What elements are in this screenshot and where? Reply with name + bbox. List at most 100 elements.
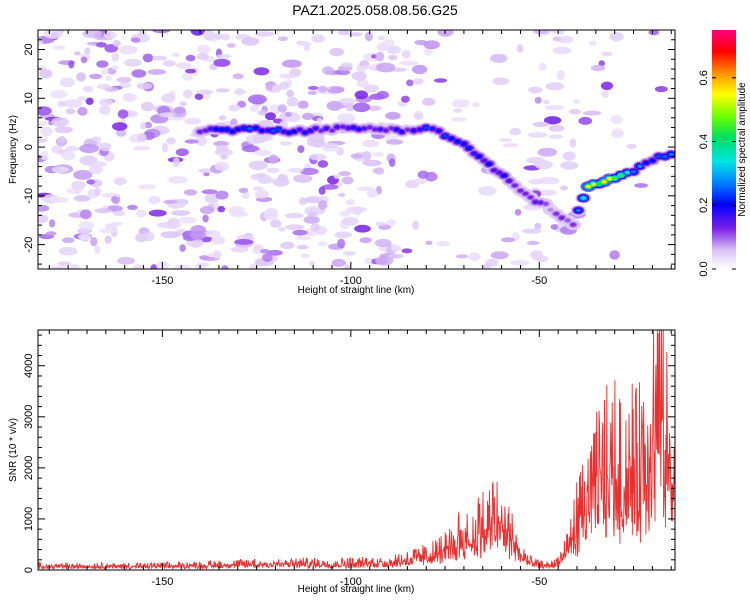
ridge-blob xyxy=(340,125,346,129)
noise-blob xyxy=(69,264,80,269)
spectrogram-y-tick-label: -10 xyxy=(23,188,35,204)
noise-blob xyxy=(212,250,221,259)
noise-blob xyxy=(175,148,189,157)
noise-blob xyxy=(63,99,83,108)
noise-blob xyxy=(196,89,214,95)
noise-blob xyxy=(217,205,226,213)
noise-blob xyxy=(38,204,50,212)
noise-blob xyxy=(179,244,186,252)
noise-blob xyxy=(278,227,286,232)
noise-blob xyxy=(272,177,290,187)
noise-blob xyxy=(483,263,491,269)
noise-blob xyxy=(318,186,326,195)
noise-blob xyxy=(202,214,209,223)
noise-blob xyxy=(270,219,282,229)
ridge-blob xyxy=(297,127,303,132)
snr-panel: -150 -100 -50 0 1000 2000 3000 4000 Height of s… xyxy=(8,329,676,595)
noise-blob xyxy=(376,90,390,100)
noise-blob xyxy=(220,33,231,41)
noise-blob xyxy=(302,112,314,120)
noise-blob xyxy=(610,115,623,125)
ridge-blob xyxy=(270,129,276,133)
noise-blob xyxy=(362,159,382,167)
noise-blob xyxy=(560,185,569,191)
noise-blob xyxy=(203,172,210,177)
noise-blob xyxy=(307,90,318,96)
noise-blob xyxy=(321,142,340,149)
noise-blob xyxy=(297,145,305,154)
noise-blob xyxy=(38,214,49,224)
ridge-blob xyxy=(361,126,367,131)
noise-blob xyxy=(228,104,241,112)
noise-blob xyxy=(303,215,320,224)
noise-blob xyxy=(43,30,64,39)
noise-blob xyxy=(550,224,558,230)
ridge-blob xyxy=(318,128,324,133)
noise-blob xyxy=(590,64,606,72)
noise-blob xyxy=(352,102,371,113)
ridge-blob xyxy=(224,127,230,132)
noise-blob xyxy=(453,108,463,113)
noise-blob xyxy=(112,210,126,216)
spectrogram-x-tick-label: -150 xyxy=(151,275,173,287)
ridge-blob xyxy=(372,127,378,132)
noise-blob xyxy=(478,186,497,196)
noise-blob xyxy=(184,139,199,144)
noise-blob xyxy=(492,77,510,85)
noise-blob xyxy=(295,236,311,241)
ridge-blob xyxy=(302,130,308,135)
noise-blob xyxy=(286,89,294,98)
noise-blob xyxy=(626,143,637,149)
noise-blob xyxy=(112,122,128,131)
noise-blob xyxy=(455,254,469,259)
noise-blob xyxy=(183,189,198,196)
snr-y-tick-label: 0 xyxy=(23,567,35,573)
ridge-blob xyxy=(522,191,529,196)
noise-blob xyxy=(609,32,624,42)
ridge-blob xyxy=(496,170,502,175)
noise-blob xyxy=(117,257,136,265)
ridge-blob xyxy=(461,142,467,146)
noise-blob xyxy=(490,251,509,260)
noise-blob xyxy=(87,161,107,168)
noise-blob xyxy=(140,101,155,112)
noise-blob xyxy=(52,45,66,51)
noise-blob xyxy=(417,170,429,179)
noise-blob xyxy=(268,154,279,164)
ridge-blob xyxy=(329,128,335,133)
noise-blob xyxy=(277,104,287,113)
noise-blob xyxy=(266,167,280,174)
snr-ylabel: SNR (10 * v/v) xyxy=(8,418,19,482)
noise-blob xyxy=(521,228,542,234)
noise-blob xyxy=(528,86,543,94)
noise-blob xyxy=(280,241,295,250)
ridge-blob xyxy=(377,127,384,132)
noise-blob xyxy=(309,260,316,267)
noise-blob xyxy=(182,72,193,81)
noise-blob xyxy=(161,93,176,103)
noise-blob xyxy=(362,150,372,161)
noise-blob xyxy=(562,151,576,161)
noise-blob xyxy=(89,73,102,80)
ridge-blob xyxy=(612,176,618,180)
noise-blob xyxy=(412,78,424,85)
ridge-blob xyxy=(491,168,497,172)
ridge-blob xyxy=(265,128,271,133)
noise-blob xyxy=(362,139,380,148)
ridge-blob xyxy=(197,130,203,134)
ridge-blob xyxy=(235,127,241,132)
noise-blob xyxy=(307,85,319,91)
noise-blob xyxy=(142,53,154,63)
noise-blob xyxy=(166,137,177,145)
noise-blob xyxy=(354,90,368,100)
noise-blob xyxy=(337,30,350,36)
noise-blob xyxy=(73,195,91,202)
noise-blob xyxy=(611,128,624,139)
noise-blob xyxy=(237,100,247,108)
noise-blob xyxy=(99,228,116,234)
noise-blob xyxy=(248,160,268,171)
noise-blob xyxy=(451,99,470,108)
noise-blob xyxy=(252,186,264,191)
noise-blob xyxy=(434,78,448,83)
